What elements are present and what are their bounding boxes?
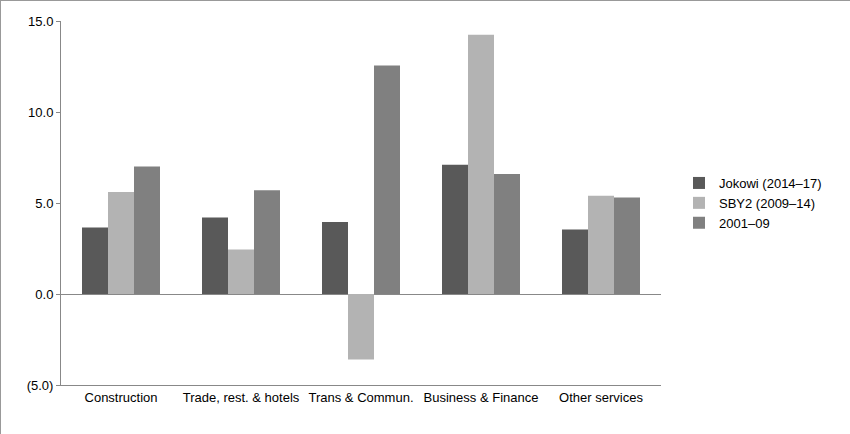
svg-text:2001–09: 2001–09 — [719, 216, 770, 231]
svg-text:Jokowi (2014–17): Jokowi (2014–17) — [719, 176, 822, 191]
svg-text:15.0: 15.0 — [28, 14, 53, 29]
svg-text:10.0: 10.0 — [28, 105, 53, 120]
svg-text:5.0: 5.0 — [35, 196, 53, 211]
svg-text:Business & Finance: Business & Finance — [424, 390, 539, 405]
svg-text:Construction: Construction — [85, 390, 158, 405]
svg-text:(5.0): (5.0) — [27, 378, 54, 393]
svg-text:Trade, rest. & hotels: Trade, rest. & hotels — [183, 390, 300, 405]
svg-text:Other services: Other services — [559, 390, 643, 405]
svg-text:SBY2 (2009–14): SBY2 (2009–14) — [719, 196, 815, 211]
svg-text:0.0: 0.0 — [35, 287, 53, 302]
svg-text:Trans & Commun.: Trans & Commun. — [309, 390, 414, 405]
